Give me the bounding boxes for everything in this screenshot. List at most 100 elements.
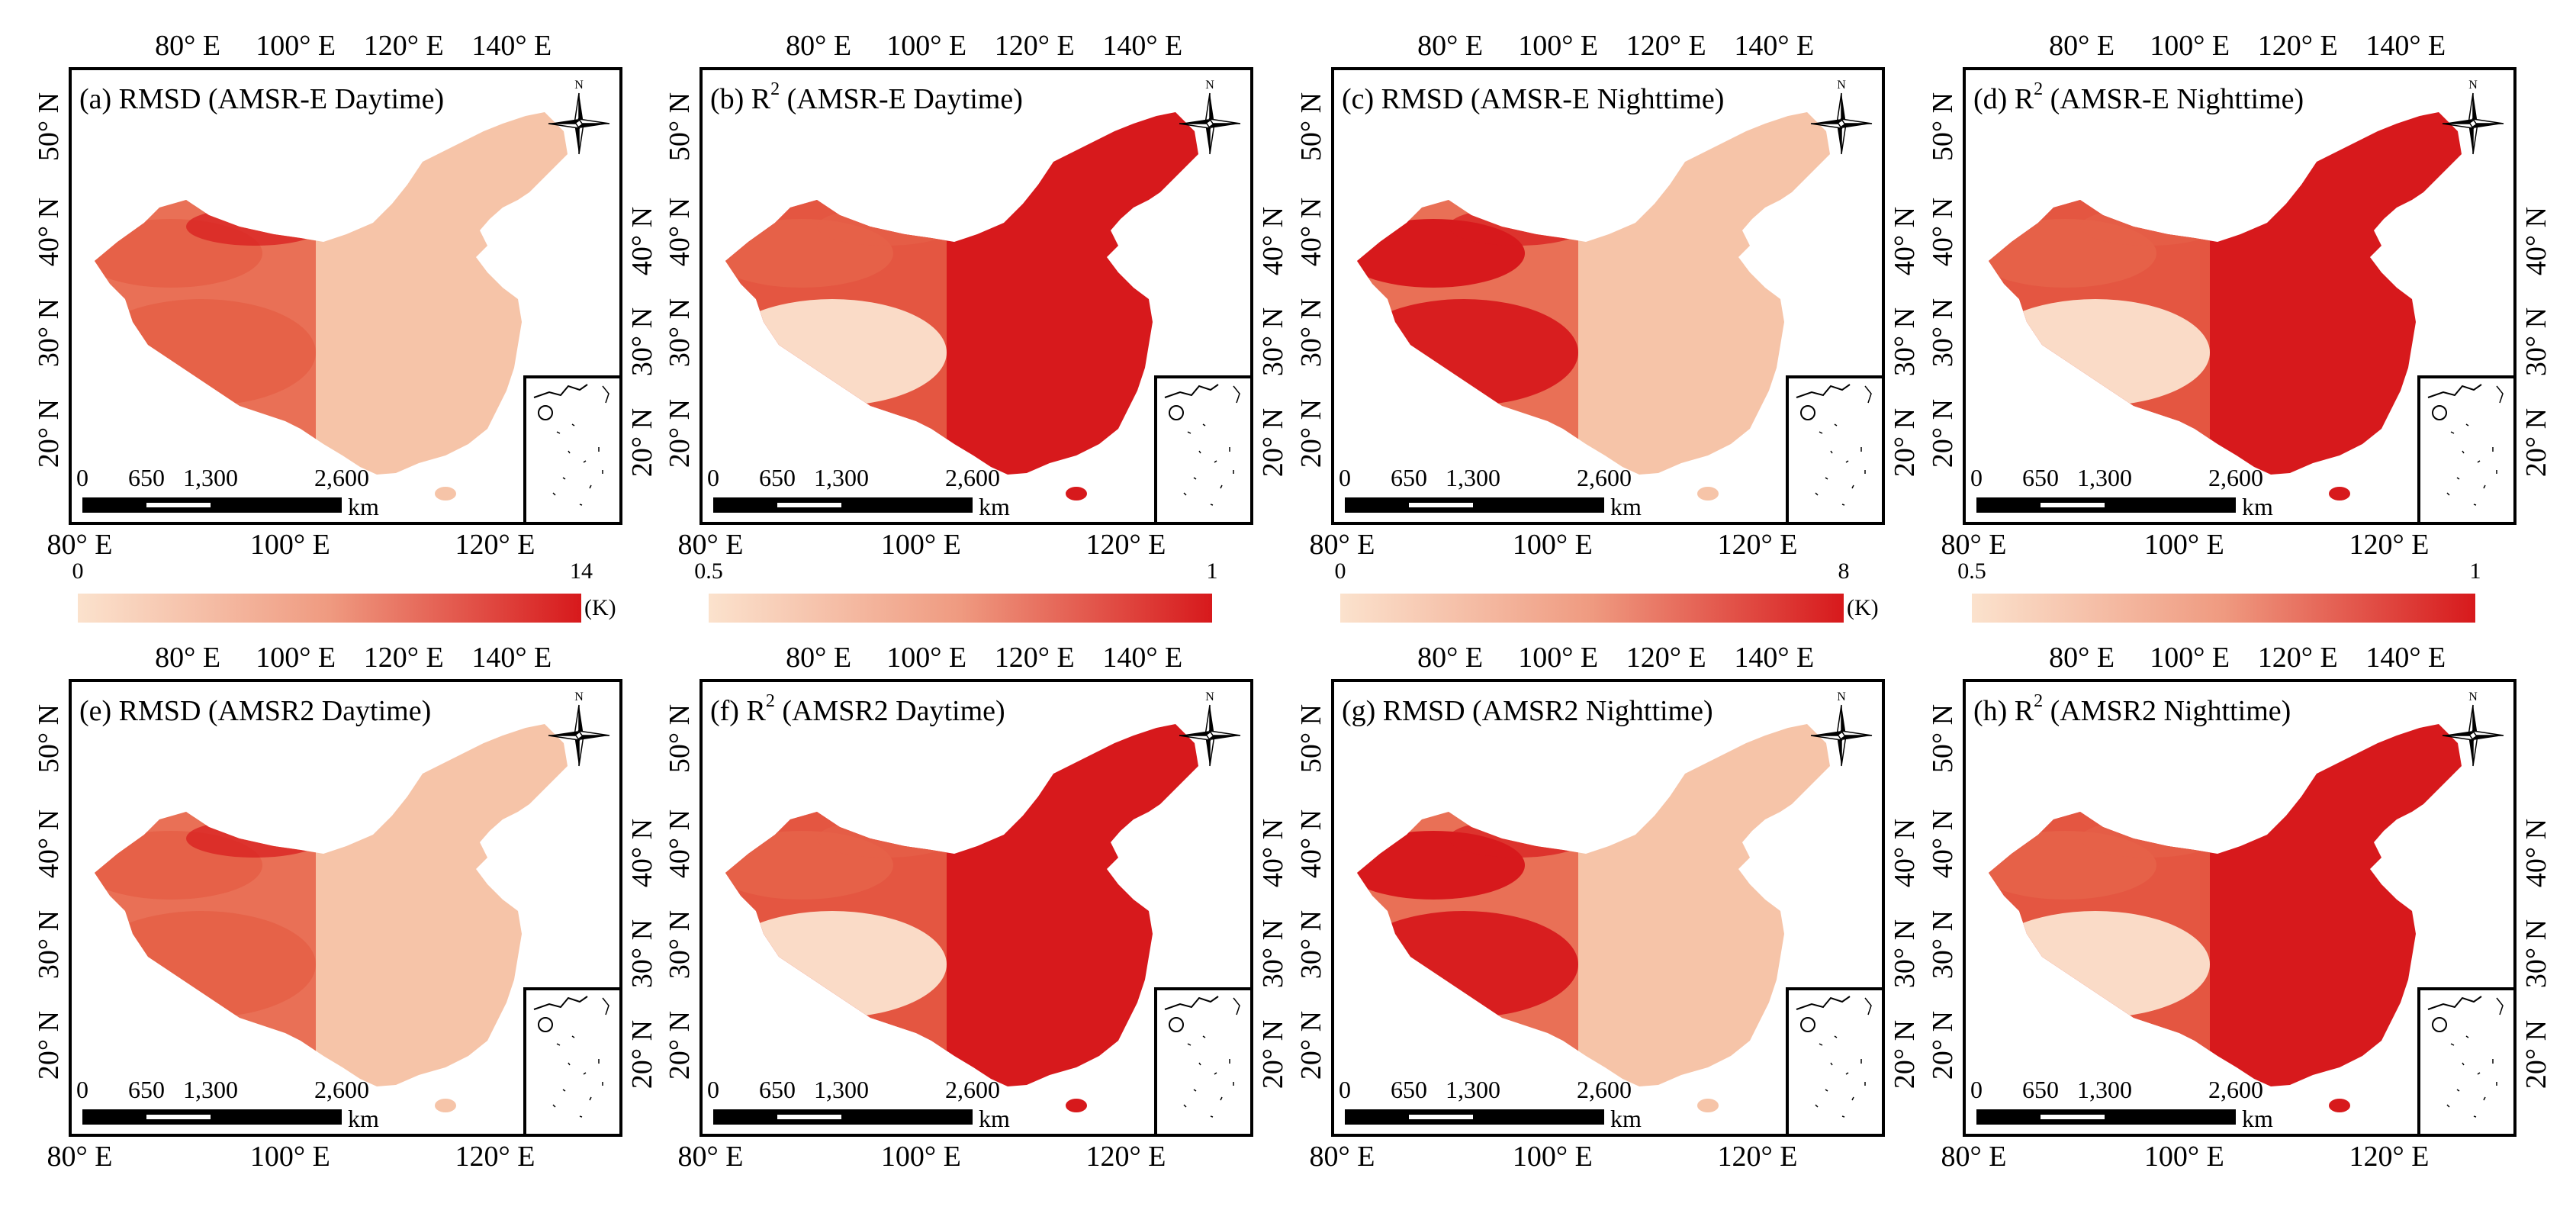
panel-title: (h) R2 (AMSR2 Nighttime) — [1973, 691, 2291, 727]
lon-label-bottom: 80° E — [1309, 529, 1375, 561]
lon-label-top: 80° E — [786, 642, 852, 674]
scale-unit: km — [348, 493, 379, 520]
south-china-sea-inset — [523, 987, 619, 1134]
lon-label-bottom: 80° E — [1941, 529, 2007, 561]
panel-title: (g) RMSD (AMSR2 Nighttime) — [1342, 695, 1713, 727]
lon-label-top: 80° E — [2049, 642, 2115, 674]
lat-label-left: 30° N — [1927, 909, 1959, 980]
hainan — [1697, 1099, 1719, 1112]
china-map — [725, 112, 1198, 501]
colorbar-max: 1 — [2469, 558, 2481, 584]
scale-bar: 0 650 1,300 2,600 km — [1970, 464, 2273, 520]
map-frame: (f) R2 (AMSR2 Daytime) N 0 650 1,300 2,600 … — [699, 679, 1253, 1137]
colorbar-min: 0.5 — [1957, 558, 1986, 584]
lat-label-right: 40° N — [1257, 206, 1289, 276]
colorbar-max: 14 — [570, 558, 593, 584]
svg-text:N: N — [574, 79, 584, 92]
north-arrow-icon: N — [1810, 690, 1873, 767]
china-map — [95, 724, 568, 1112]
south-china-sea-inset — [2417, 375, 2513, 522]
lon-label-bottom: 100° E — [1512, 1141, 1593, 1173]
lon-label-bottom: 120° E — [1085, 529, 1166, 561]
lon-label-top: 100° E — [886, 30, 967, 62]
lat-label-left: 40° N — [1295, 197, 1327, 267]
scale-bar: 0 650 1,300 2,600 km — [1339, 464, 1642, 520]
lat-label-left: 50° N — [664, 92, 696, 162]
lat-label-left: 50° N — [1295, 703, 1327, 774]
lat-label-left: 50° N — [33, 703, 65, 774]
hainan — [2329, 1099, 2350, 1112]
lat-label-left: 20° N — [664, 398, 696, 468]
north-arrow-icon: N — [548, 690, 610, 767]
lon-label-top: 80° E — [1417, 642, 1484, 674]
lat-label-left: 30° N — [1295, 909, 1327, 980]
lat-label-left: 50° N — [33, 92, 65, 162]
colorbar-max: 1 — [1206, 558, 1218, 584]
colorbar-min: 0.5 — [694, 558, 723, 584]
hainan — [1697, 487, 1719, 501]
scale-bar: 0 650 1,300 2,600 km — [1970, 1076, 2273, 1132]
map-frame: (g) RMSD (AMSR2 Nighttime) N 0 650 1,300 2,… — [1331, 679, 1885, 1137]
lon-label-top: 120° E — [1626, 30, 1706, 62]
lon-label-top: 140° E — [1102, 642, 1183, 674]
tibetan-plateau-region — [1357, 299, 1578, 406]
lon-label-bottom: 100° E — [249, 529, 330, 561]
lat-label-left: 30° N — [664, 298, 696, 368]
lon-label-top: 120° E — [363, 30, 444, 62]
china-map — [95, 112, 568, 501]
china-map — [1989, 724, 2462, 1112]
svg-text:N: N — [1205, 690, 1214, 703]
north-arrow-icon: N — [548, 79, 610, 155]
lat-label-right: 40° N — [1889, 206, 1921, 276]
south-china-sea-inset — [1154, 987, 1250, 1134]
lat-label-right: 40° N — [626, 818, 658, 888]
lon-label-bottom: 80° E — [47, 1141, 113, 1173]
colorbar-min: 0 — [1334, 558, 1346, 584]
scale-bar: 0 650 1,300 2,600 km — [1339, 1076, 1642, 1132]
lat-label-right: 30° N — [2520, 919, 2552, 989]
lat-label-right: 20° N — [1257, 1019, 1289, 1090]
lon-label-bottom: 120° E — [455, 1141, 535, 1173]
tibetan-plateau-region — [725, 299, 947, 406]
scale-bar: 0 650 1,300 2,600 km — [76, 1076, 379, 1132]
lat-label-right: 20° N — [1257, 407, 1289, 478]
lon-label-bottom: 80° E — [677, 529, 744, 561]
svg-text:N: N — [2468, 79, 2478, 92]
svg-text:N: N — [2468, 690, 2478, 703]
map-frame: (c) RMSD (AMSR-E Nighttime) N 0 650 1,300 2… — [1331, 67, 1885, 525]
scale-unit: km — [979, 493, 1010, 520]
lat-label-right: 40° N — [1889, 818, 1921, 888]
north-arrow-icon: N — [1179, 79, 1241, 155]
hainan — [435, 487, 456, 501]
lat-label-right: 30° N — [1257, 919, 1289, 989]
lat-label-left: 20° N — [1927, 1010, 1959, 1080]
panel-title: (f) R2 (AMSR2 Daytime) — [710, 691, 1005, 727]
lat-label-left: 20° N — [33, 1010, 65, 1080]
lon-label-bottom: 80° E — [1309, 1141, 1375, 1173]
colorbar-min: 0 — [72, 558, 84, 584]
lon-label-top: 100° E — [2150, 30, 2230, 62]
lat-label-right: 30° N — [626, 307, 658, 377]
lon-label-top: 140° E — [1734, 30, 1815, 62]
lat-label-left: 40° N — [1295, 809, 1327, 879]
svg-text:N: N — [1837, 690, 1846, 703]
lon-label-top: 140° E — [1734, 642, 1815, 674]
lon-label-top: 140° E — [471, 642, 552, 674]
lon-label-top: 120° E — [2257, 642, 2338, 674]
scale-unit: km — [2242, 1105, 2273, 1132]
map-frame: (a) RMSD (AMSR-E Daytime) N 0 650 1,300 2,6… — [69, 67, 622, 525]
colorbar: 0 14 (K) — [72, 558, 616, 623]
lon-label-top: 140° E — [471, 30, 552, 62]
lon-label-top: 80° E — [155, 30, 221, 62]
colorbar: 0.5 1 — [694, 558, 1218, 623]
lon-label-bottom: 120° E — [1717, 529, 1798, 561]
south-china-sea-inset — [523, 375, 619, 522]
lat-label-left: 40° N — [33, 197, 65, 267]
colorbar: 0.5 1 — [1957, 558, 2481, 623]
colorbar-max: 8 — [1838, 558, 1850, 584]
tibetan-plateau-region — [95, 299, 316, 406]
colorbar-gradient — [1340, 594, 1844, 623]
lon-label-bottom: 80° E — [47, 529, 113, 561]
lat-label-right: 30° N — [2520, 307, 2552, 377]
lat-label-right: 30° N — [1889, 307, 1921, 377]
